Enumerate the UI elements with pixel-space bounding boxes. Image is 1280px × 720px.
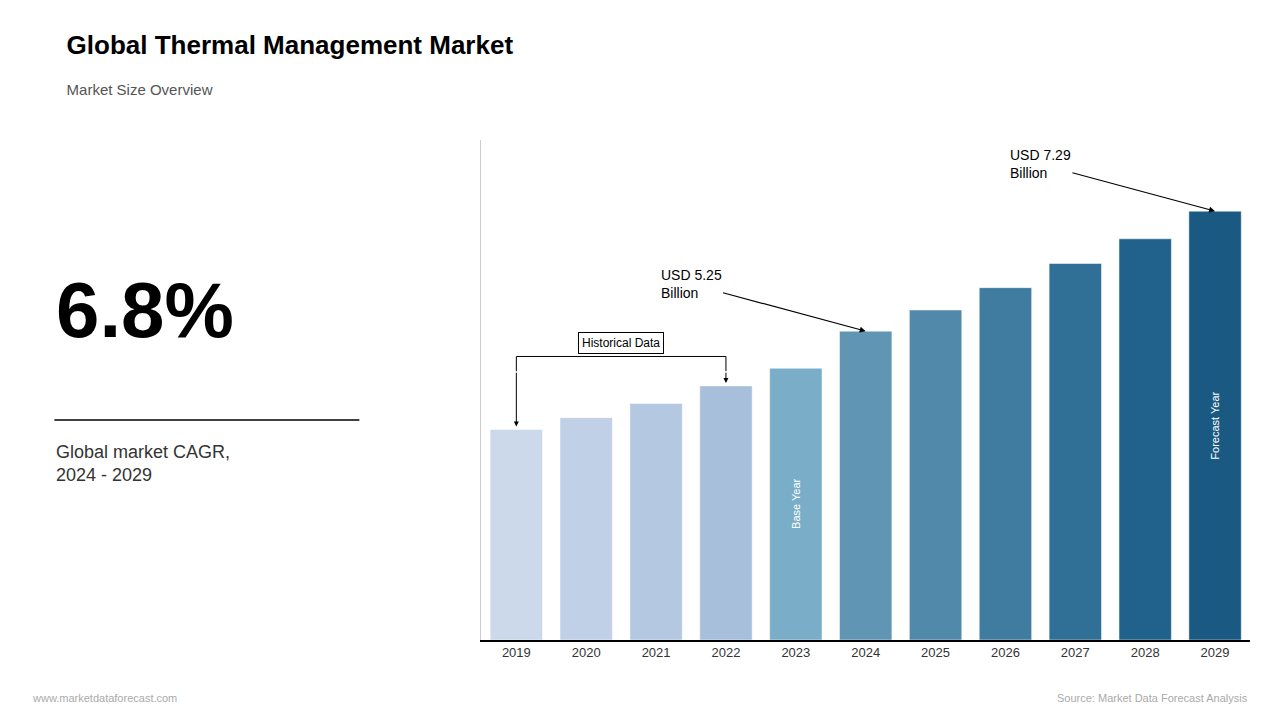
- svg-text:Market Size Overview: Market Size Overview: [67, 81, 213, 98]
- svg-text:2020: 2020: [572, 645, 601, 660]
- svg-text:6.8%: 6.8%: [56, 266, 234, 354]
- svg-text:2025: 2025: [921, 645, 950, 660]
- svg-text:2029: 2029: [1201, 645, 1230, 660]
- svg-text:Source: Market Data Forecast A: Source: Market Data Forecast Analysis: [1057, 692, 1248, 704]
- svg-text:Base Year: Base Year: [790, 478, 802, 528]
- svg-text:2024: 2024: [851, 645, 880, 660]
- svg-text:2022: 2022: [711, 645, 740, 660]
- svg-text:2023: 2023: [781, 645, 810, 660]
- svg-text:USD 7.29Billion: USD 7.29Billion: [1010, 147, 1071, 181]
- svg-text:Global Thermal Management Mark: Global Thermal Management Market: [67, 30, 514, 60]
- svg-text:2021: 2021: [642, 645, 671, 660]
- svg-text:2019: 2019: [502, 645, 531, 660]
- svg-text:Forecast Year: Forecast Year: [1209, 391, 1221, 459]
- svg-text:2028: 2028: [1131, 645, 1160, 660]
- svg-text:2027: 2027: [1061, 645, 1090, 660]
- svg-text:www.marketdataforecast.com: www.marketdataforecast.com: [32, 692, 177, 704]
- svg-text:Global market CAGR,2024 - 2029: Global market CAGR,2024 - 2029: [56, 442, 230, 485]
- svg-text:USD 5.25Billion: USD 5.25Billion: [661, 267, 722, 301]
- svg-text:2026: 2026: [991, 645, 1020, 660]
- svg-text:Historical Data: Historical Data: [582, 336, 660, 350]
